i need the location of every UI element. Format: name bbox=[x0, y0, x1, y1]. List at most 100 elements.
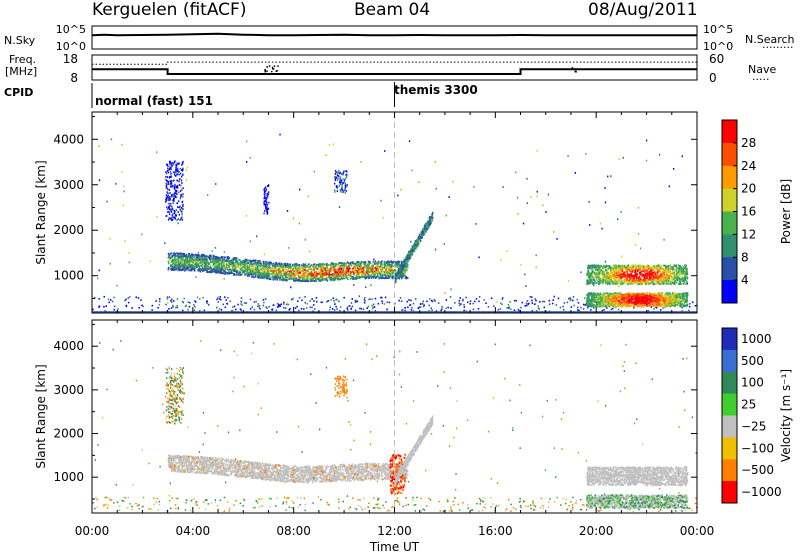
power-cell bbox=[423, 304, 425, 306]
power-cell bbox=[128, 261, 130, 264]
power-cell bbox=[242, 263, 245, 266]
power-cell bbox=[280, 303, 283, 305]
power-cell bbox=[227, 256, 229, 258]
power-cell bbox=[231, 311, 234, 313]
power-cell bbox=[370, 284, 372, 287]
power-cell bbox=[453, 311, 455, 313]
power-cell bbox=[364, 273, 366, 276]
power-cell bbox=[409, 311, 411, 313]
power-cell bbox=[407, 258, 409, 261]
power-cell bbox=[198, 259, 201, 261]
power-cell bbox=[429, 221, 432, 224]
power-cell bbox=[544, 311, 546, 313]
power-cell bbox=[547, 311, 549, 313]
power-cell bbox=[315, 297, 318, 299]
power-cell bbox=[410, 249, 412, 251]
power-cell bbox=[231, 258, 233, 261]
power-cell bbox=[236, 270, 238, 273]
power-cell bbox=[233, 257, 236, 259]
power-cell bbox=[173, 171, 175, 174]
power-cell bbox=[285, 274, 287, 277]
power-cell bbox=[267, 267, 270, 269]
power-cell bbox=[269, 261, 271, 264]
power-cell bbox=[332, 275, 334, 278]
power-cell bbox=[370, 267, 372, 269]
power-cell bbox=[406, 263, 409, 266]
power-cell bbox=[407, 254, 410, 257]
power-cell bbox=[594, 311, 597, 313]
power-cell bbox=[520, 311, 522, 313]
power-cell bbox=[336, 275, 338, 277]
power-cell bbox=[255, 300, 257, 303]
power-cell bbox=[349, 305, 351, 307]
power-cell bbox=[305, 266, 308, 268]
power-cell bbox=[197, 311, 200, 313]
power-cell bbox=[215, 260, 218, 263]
power-cell bbox=[176, 306, 179, 309]
power-cell bbox=[521, 311, 524, 313]
power-cell bbox=[255, 261, 257, 264]
power-cell bbox=[191, 255, 193, 258]
power-cell bbox=[197, 268, 200, 271]
power-cell bbox=[182, 265, 185, 268]
power-cell bbox=[168, 311, 171, 313]
power-cell bbox=[369, 298, 371, 300]
power-cell bbox=[603, 311, 605, 313]
power-cell bbox=[454, 302, 456, 304]
power-cell bbox=[400, 300, 403, 302]
power-cell bbox=[244, 262, 247, 265]
power-cell bbox=[165, 194, 168, 197]
power-cell bbox=[165, 182, 167, 185]
power-cell bbox=[321, 277, 323, 280]
power-cell bbox=[307, 264, 309, 267]
power-cell bbox=[286, 276, 288, 279]
power-cell bbox=[193, 256, 196, 258]
power-cell bbox=[352, 267, 355, 270]
power-cell bbox=[297, 279, 299, 281]
power-cell bbox=[201, 260, 203, 263]
power-cell bbox=[370, 270, 373, 273]
power-cell bbox=[185, 268, 187, 271]
power-cell bbox=[381, 302, 384, 305]
power-cell bbox=[238, 258, 240, 261]
power-cell bbox=[199, 270, 201, 273]
power-cell bbox=[216, 258, 219, 260]
power-cell bbox=[260, 277, 262, 279]
power-cell bbox=[257, 303, 259, 305]
power-cell bbox=[262, 276, 265, 279]
power-cell bbox=[103, 295, 105, 298]
power-cell bbox=[259, 274, 261, 277]
power-cell bbox=[664, 311, 666, 313]
power-cell bbox=[195, 276, 197, 278]
power-cell bbox=[275, 309, 278, 312]
power-cell bbox=[234, 270, 236, 273]
power-cell bbox=[265, 264, 267, 267]
power-cell bbox=[274, 275, 276, 278]
power-cell bbox=[190, 261, 192, 264]
power-cell bbox=[369, 262, 371, 265]
power-cell bbox=[601, 311, 603, 313]
power-cell bbox=[103, 306, 105, 308]
power-cell bbox=[403, 266, 405, 269]
power-cell bbox=[246, 140, 248, 143]
power-cell bbox=[445, 214, 447, 217]
power-cell bbox=[369, 311, 371, 313]
power-cell bbox=[335, 268, 337, 270]
power-cell bbox=[326, 268, 328, 270]
power-cell bbox=[499, 308, 502, 310]
power-cell bbox=[271, 309, 273, 311]
power-cell bbox=[292, 297, 294, 300]
power-cell bbox=[245, 214, 248, 217]
power-cell bbox=[207, 263, 210, 265]
power-cell bbox=[681, 311, 684, 313]
power-cell bbox=[180, 260, 183, 263]
power-cell bbox=[353, 278, 355, 280]
power-cell bbox=[361, 271, 363, 273]
power-cell bbox=[211, 271, 213, 273]
power-cell bbox=[354, 270, 356, 273]
power-cell bbox=[168, 177, 171, 179]
power-cell bbox=[176, 266, 179, 269]
power-cell bbox=[173, 259, 175, 262]
power-cell bbox=[311, 266, 314, 268]
power-cell bbox=[618, 285, 620, 288]
